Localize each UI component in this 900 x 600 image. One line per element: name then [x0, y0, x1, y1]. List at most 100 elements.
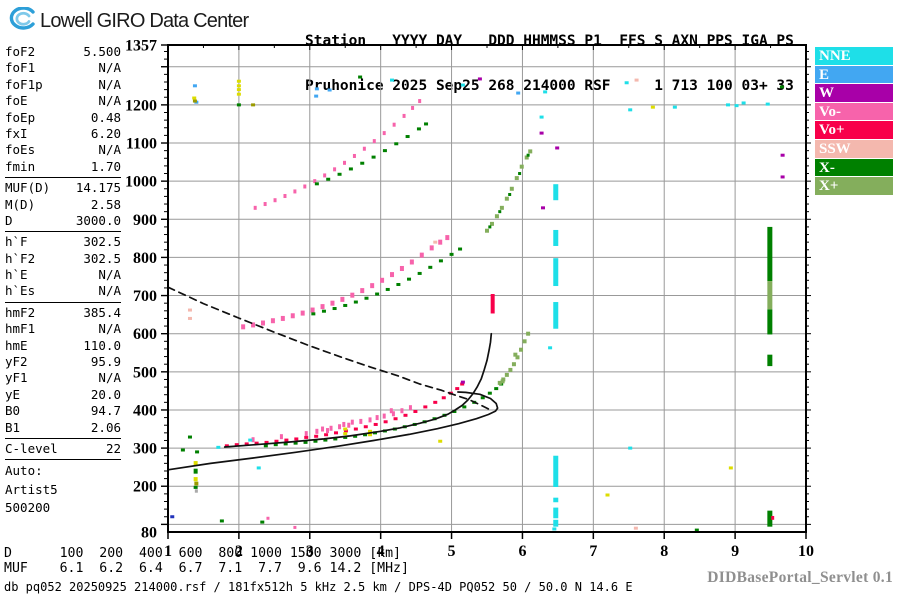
- echo-column: [553, 455, 559, 487]
- echo-point: [438, 239, 443, 245]
- param-value: 22: [105, 440, 121, 456]
- echo-point: [494, 214, 499, 219]
- y-tick-label: 1200: [125, 97, 157, 114]
- echo-point: [321, 426, 325, 432]
- echo-point: [370, 283, 375, 289]
- autoscaling-info-line: Auto:: [5, 463, 43, 479]
- echo-point: [311, 312, 316, 316]
- echo-point: [375, 415, 379, 421]
- param-row-clevel: C-level 22: [5, 441, 121, 457]
- echo-point: [628, 446, 633, 450]
- param-row-fxi: fxI 6.20: [5, 126, 121, 142]
- param-row-foe: foE N/A: [5, 93, 121, 109]
- dashed-model-line: [167, 286, 493, 412]
- echo-point: [315, 428, 319, 434]
- legend-item-w: W: [815, 84, 893, 103]
- param-label: h`F: [5, 234, 28, 250]
- y-tick-label: 400: [133, 402, 157, 419]
- echo-point: [393, 417, 398, 421]
- echo-point: [342, 421, 346, 427]
- echo-point: [284, 438, 289, 442]
- echo-point: [726, 103, 731, 107]
- param-value: N/A: [98, 142, 121, 158]
- param-label: hmF2: [5, 304, 36, 320]
- status-line: db pq052 20250925 214000.rsf / 181fx512h…: [4, 580, 633, 594]
- param-label: h`E: [5, 267, 28, 283]
- echo-point: [280, 315, 285, 321]
- param-value: 20.0: [90, 386, 121, 402]
- ionogram-plot: 1 2 3 4 5 6 7 8 9 10 1357 1200 1100 1000 900 800 700 600 5…: [125, 38, 814, 558]
- echo-point: [273, 443, 278, 447]
- giro-wave-icon: [8, 6, 36, 36]
- echo-point: [433, 240, 438, 244]
- echo-column: [194, 489, 198, 493]
- legend-item-nne: NNE: [815, 47, 893, 66]
- echo-point: [411, 105, 415, 110]
- echo-point: [389, 408, 393, 414]
- echo-point: [270, 318, 275, 324]
- echo-point: [310, 307, 315, 313]
- echo-point: [501, 377, 506, 382]
- param-value: N/A: [98, 370, 121, 386]
- echo-point: [488, 225, 492, 229]
- echo-point: [337, 172, 342, 176]
- param-row-hme: hmE 110.0: [5, 338, 121, 354]
- echo-point: [256, 466, 261, 470]
- echo-point: [433, 400, 438, 404]
- y-tick-label: 1100: [126, 136, 157, 153]
- param-value: 1.70: [90, 158, 121, 174]
- echo-point: [477, 77, 482, 81]
- param-row-md: M(D) 2.58: [5, 197, 121, 213]
- param-value: 94.7: [90, 403, 121, 419]
- param-label: M(D): [5, 196, 36, 212]
- echo-point: [405, 135, 410, 139]
- autoscaling-info-line: 500200: [5, 500, 51, 516]
- echo-point: [396, 282, 401, 286]
- echo-point: [360, 288, 365, 294]
- echo-point: [449, 252, 454, 256]
- echo-point: [192, 96, 197, 100]
- echo-point: [513, 352, 518, 357]
- param-label: yF1: [5, 370, 28, 386]
- x-tick-label: 10: [798, 543, 814, 558]
- echo-column: [193, 468, 198, 474]
- echo-point: [314, 434, 319, 438]
- echo-point: [494, 387, 499, 391]
- param-label: MUF(D): [5, 180, 51, 196]
- param-value: 302.5: [83, 250, 121, 266]
- echo-point: [543, 90, 548, 94]
- echo-point: [219, 519, 224, 523]
- legend-item-ssw: SSW: [815, 139, 893, 159]
- param-row-hmf1: hmF1 N/A: [5, 321, 121, 337]
- servlet-watermark: DIDBasePortal_Servlet 0.1: [707, 569, 893, 586]
- echo-point: [273, 198, 277, 203]
- echo-column: [767, 309, 773, 335]
- echo-point: [283, 442, 288, 446]
- echo-point: [368, 433, 373, 437]
- echo-point: [266, 516, 270, 520]
- echo-point: [253, 205, 257, 210]
- param-row-fmin: fmin 1.70: [5, 159, 121, 175]
- param-value: 3000.0: [75, 212, 121, 228]
- echo-point: [462, 405, 467, 409]
- echo-point: [441, 396, 446, 400]
- echo-point: [452, 409, 457, 413]
- param-value: 2.06: [90, 419, 121, 435]
- echo-point: [321, 309, 326, 313]
- echo-point: [371, 155, 376, 159]
- o-trace-fit-line: [223, 332, 493, 448]
- echo-point: [514, 176, 519, 181]
- echo-point: [394, 142, 399, 146]
- echo-point: [192, 84, 197, 88]
- echo-point: [180, 448, 185, 452]
- echo-point: [555, 146, 560, 150]
- echo-point: [192, 99, 197, 103]
- echo-point: [438, 259, 443, 263]
- param-label: yF2: [5, 354, 28, 370]
- echo-point: [293, 525, 297, 529]
- echo-point: [241, 324, 246, 330]
- echo-point: [334, 431, 339, 435]
- y-tick-label: 900: [133, 212, 157, 229]
- echo-point: [509, 186, 514, 191]
- distance-row: D 100 200 400 600 800 1000 1500 3000 [km…: [4, 546, 401, 561]
